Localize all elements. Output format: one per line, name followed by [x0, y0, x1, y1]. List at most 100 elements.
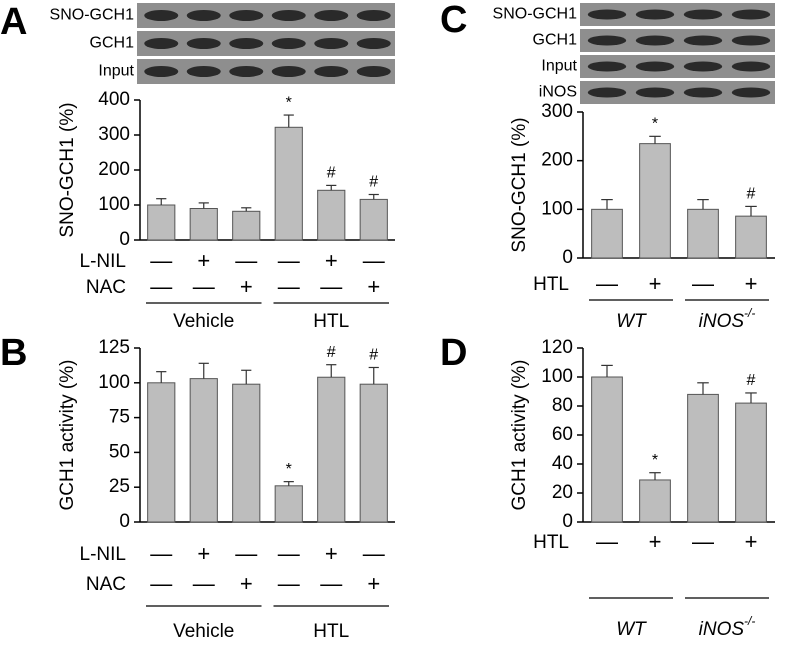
treatment-name: HTL — [533, 274, 569, 295]
significance-mark: * — [652, 452, 658, 469]
y-axis-label: GCH1 activity (%) — [57, 360, 78, 511]
blot-band — [186, 66, 221, 77]
y-tick-label: 100 — [98, 194, 130, 215]
group-label-text: HTL — [313, 311, 349, 332]
blot-band — [144, 38, 179, 49]
blot-band — [587, 9, 627, 20]
treatment-name: HTL — [533, 532, 569, 553]
treatment-sign: + — [197, 541, 210, 566]
significance-mark: # — [327, 165, 336, 182]
blot-band — [587, 35, 627, 46]
bar — [189, 378, 218, 523]
treatment-sign: — — [596, 271, 618, 296]
blot-band — [635, 35, 675, 46]
bar — [232, 383, 261, 523]
y-tick-label: 0 — [119, 511, 130, 532]
y-tick-label: 100 — [98, 372, 130, 393]
panel-letter: B — [0, 332, 27, 374]
treatment-sign: + — [649, 529, 662, 554]
significance-mark: # — [327, 344, 336, 361]
treatment-name: NAC — [86, 277, 126, 298]
treatment-sign: + — [367, 274, 380, 299]
blot-band — [314, 66, 349, 77]
blot-label: iNOS — [539, 84, 577, 101]
blot-band — [144, 66, 179, 77]
y-tick-label: 25 — [109, 476, 130, 497]
treatment-sign: — — [278, 571, 300, 596]
blot-band — [271, 38, 306, 49]
blot-band — [731, 87, 771, 98]
significance-mark: * — [652, 116, 658, 133]
y-tick-label: 300 — [541, 101, 573, 122]
group-label: iNOS-/- — [699, 306, 756, 332]
blot-band — [683, 9, 723, 20]
treatment-sign: — — [278, 274, 300, 299]
treatment-sign: — — [320, 274, 342, 299]
treatment-sign: — — [278, 541, 300, 566]
treatment-sign: + — [240, 571, 253, 596]
bar — [317, 376, 346, 523]
treatment-sign: + — [367, 571, 380, 596]
y-tick-label: 300 — [98, 124, 130, 145]
group-label-text: Vehicle — [173, 621, 234, 642]
y-tick-label: 75 — [109, 407, 130, 428]
y-axis-label: SNO-GCH1 (%) — [509, 117, 530, 252]
bar — [591, 376, 623, 523]
group-label-sup: -/- — [744, 614, 755, 628]
blot-label: GCH1 — [533, 32, 578, 49]
blot-band — [635, 87, 675, 98]
group-label: WT — [616, 619, 647, 640]
bar — [735, 402, 767, 523]
treatment-name: L-NIL — [80, 251, 126, 272]
blot-band — [356, 10, 391, 21]
group-label-text: iNOS — [699, 311, 745, 332]
blot-band — [271, 66, 306, 77]
blot-strip — [137, 31, 395, 56]
y-tick-label: 20 — [552, 482, 573, 503]
y-tick-label: 100 — [541, 198, 573, 219]
panel-letter: D — [440, 332, 467, 374]
y-tick-label: 200 — [541, 150, 573, 171]
bar — [147, 382, 176, 523]
group-label-text: Vehicle — [173, 311, 234, 332]
treatment-sign: + — [649, 271, 662, 296]
panel-letter: C — [440, 0, 467, 41]
treatment-sign: — — [193, 274, 215, 299]
blot-strip — [580, 55, 775, 78]
blot-band — [229, 66, 264, 77]
group-label: WT — [616, 311, 647, 332]
treatment-sign: — — [363, 248, 385, 273]
blot-band — [314, 10, 349, 21]
significance-mark: * — [286, 461, 292, 478]
treatment-sign: + — [745, 529, 758, 554]
y-tick-label: 0 — [119, 229, 130, 250]
treatment-sign: + — [240, 274, 253, 299]
y-tick-label: 120 — [541, 337, 573, 358]
bar — [317, 189, 346, 241]
blot-strip — [580, 29, 775, 52]
treatment-sign: — — [320, 571, 342, 596]
treatment-sign: + — [325, 248, 338, 273]
treatment-sign: — — [150, 571, 172, 596]
treatment-sign: — — [150, 274, 172, 299]
treatment-sign: — — [278, 248, 300, 273]
blot-band — [356, 38, 391, 49]
bar — [359, 198, 388, 241]
y-tick-label: 40 — [552, 453, 573, 474]
group-label: HTL — [313, 621, 349, 642]
y-tick-label: 50 — [109, 441, 130, 462]
bar — [687, 208, 719, 259]
bar — [591, 208, 623, 259]
blot-strip — [580, 3, 775, 26]
bar — [735, 215, 767, 259]
group-label-sup: -/- — [744, 306, 755, 320]
bar — [687, 393, 719, 523]
blot-label: Input — [98, 63, 134, 80]
bar — [232, 210, 261, 241]
blot-band — [271, 10, 306, 21]
blot-band — [635, 9, 675, 20]
group-label: iNOS-/- — [699, 614, 756, 640]
y-tick-label: 0 — [562, 511, 573, 532]
blot-band — [731, 61, 771, 72]
